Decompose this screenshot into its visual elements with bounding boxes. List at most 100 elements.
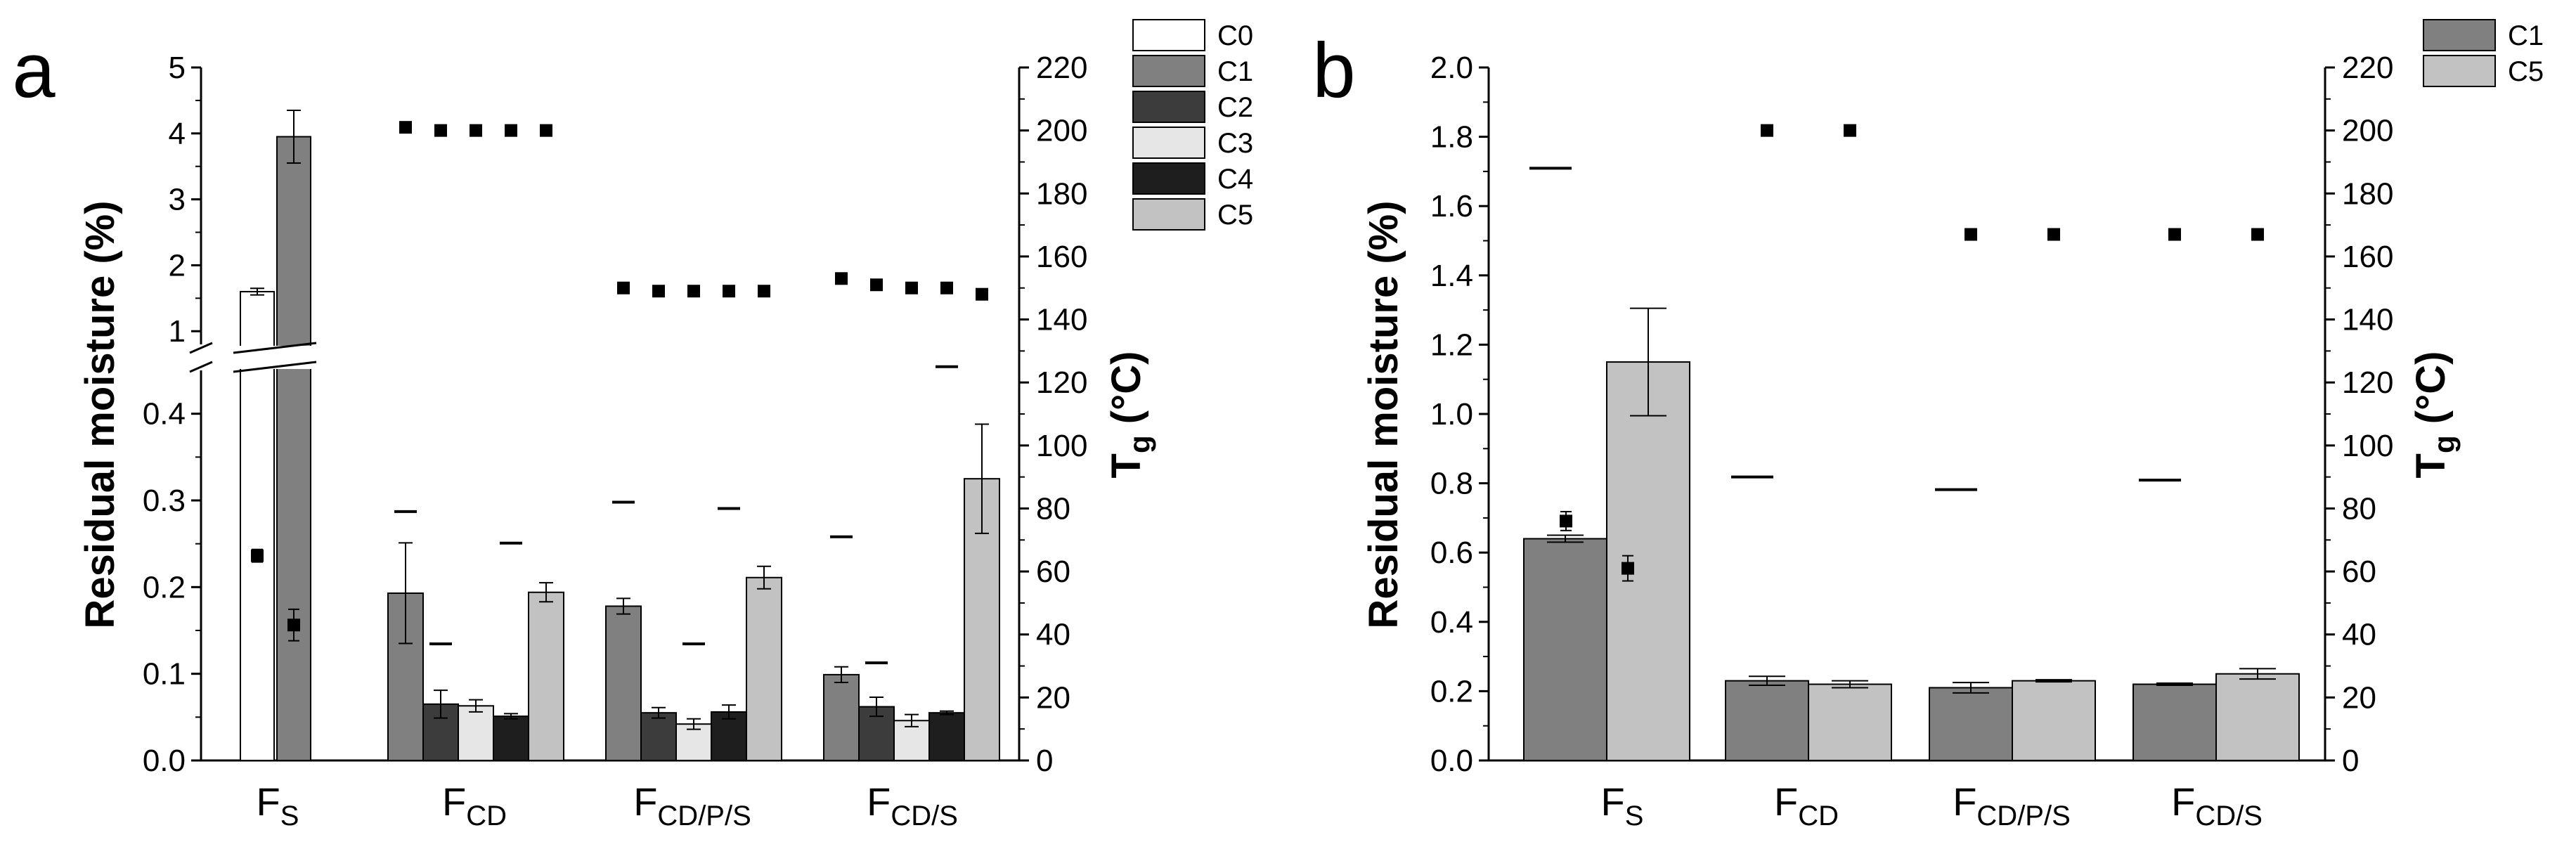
y2-tick-label: 160 [2342, 240, 2393, 274]
x-category-label: FCD [1774, 779, 1839, 831]
y2-tick-label: 140 [2342, 303, 2393, 337]
y-tick-label: 0.2 [143, 570, 186, 604]
bar-C4 [928, 712, 965, 762]
y-axis-label: Residual moisture (%) [77, 200, 123, 628]
y-tick-label: 2.0 [1430, 51, 1473, 85]
y-tick-label: 2 [169, 248, 186, 283]
y2-tick-label: 20 [1036, 680, 1070, 715]
x-category-label: FCD/P/S [1953, 779, 2071, 831]
x-category-label-main: F [2171, 779, 2195, 824]
tg-point [870, 278, 883, 292]
y2-tick-label: 220 [1036, 51, 1087, 85]
tg-point [940, 281, 953, 294]
tg-point [2251, 228, 2264, 241]
y2-tick-label: 200 [1036, 114, 1087, 148]
x-category-label-main: F [1953, 779, 1976, 824]
break-gap [232, 346, 316, 369]
bar-C5 [2012, 680, 2096, 761]
bar-break-line-bottom [233, 361, 317, 373]
tg-point [1761, 124, 1773, 137]
y-tick-label: 0.6 [1430, 536, 1473, 570]
panel-b: 0.0 0.2 0.4 0.6 0.8 1.0 1.2 1.4 1.6 1.8 2.0 0 20 40 60… [1312, 19, 2544, 831]
legend-swatch-C5 [1132, 198, 1205, 231]
y-tick-label: 1 [169, 314, 186, 349]
y2-axis-label-part: g [1123, 435, 1156, 453]
y2-tick-label: 140 [1036, 303, 1087, 337]
y-tick-label: 0.8 [1430, 467, 1473, 501]
y2-tick-label: 200 [2342, 114, 2393, 148]
x-category-label: FCD/P/S [633, 779, 751, 831]
y-tick-label: 0.0 [1430, 744, 1473, 778]
bar-C4 [711, 711, 747, 762]
y2-tick-label: 40 [1036, 618, 1070, 652]
y-tick-label: 0.2 [1430, 674, 1473, 708]
bar-C4 [493, 715, 529, 761]
bar-break-line-top [233, 342, 317, 354]
y-tick-label: 0.3 [143, 484, 186, 518]
y2-tick-label: 180 [2342, 176, 2393, 211]
tg-point [540, 124, 552, 137]
tg-point [1844, 124, 1856, 137]
panel-a: 0.0 0.1 0.2 0.3 0.4 1 2 3 4 5 0 20 40 60 80 100 120 140 16… [12, 19, 1253, 831]
bar-C5 [2215, 673, 2300, 761]
y2-tick-label: 60 [1036, 555, 1070, 589]
bar-C5 [746, 576, 782, 761]
bar-C1 [823, 673, 860, 762]
bar-C5 [1808, 683, 1892, 761]
tg-point [976, 287, 988, 301]
y2-axis-label-part: T [1103, 453, 1149, 478]
tg-point [758, 285, 770, 298]
tg-point [287, 618, 300, 632]
legend-label: C2 [1217, 92, 1253, 123]
legend-swatch-C0 [1132, 19, 1205, 51]
axis-break-mark-top [189, 342, 213, 354]
bar-C5 [528, 591, 564, 761]
y-tick-label: 1.6 [1430, 189, 1473, 224]
x-category-label-sub: S [280, 801, 299, 831]
legend-label: C0 [1217, 20, 1253, 51]
bar-C5 [1606, 361, 1690, 761]
y2-axis-label: Tg (°C) [1103, 351, 1156, 479]
tg-point [1965, 228, 1977, 241]
y2-tick-label: 60 [2342, 555, 2376, 589]
y2-tick-label: 0 [1036, 744, 1053, 778]
legend-swatch-C1 [1132, 55, 1205, 87]
tg-point [905, 281, 918, 294]
y-tick-label: 0.0 [143, 744, 186, 778]
y-tick-label: 4 [169, 117, 186, 151]
y2-tick-label: 20 [2342, 680, 2376, 715]
x-category-label-main: F [1601, 779, 1625, 824]
tg-point [399, 121, 412, 134]
x-category-label-sub: CD/P/S [657, 801, 751, 831]
axis-break-mark-bottom [189, 361, 213, 373]
y-tick-label: 1.8 [1430, 120, 1473, 155]
tg-point [434, 124, 447, 137]
tg-point [1622, 562, 1634, 575]
y-tick-label: 3 [169, 183, 186, 217]
x-category-label-sub: CD [466, 801, 507, 831]
x-category-label: FS [257, 779, 299, 831]
y2-axis-label-part: T [2408, 453, 2454, 478]
tg-point [617, 281, 630, 294]
y-tick-label: 1.4 [1430, 259, 1473, 293]
legend-swatch-C4 [1132, 162, 1205, 195]
bar-C1 [2132, 683, 2217, 761]
legend-label: C4 [1217, 164, 1253, 195]
y-tick-label: 1.0 [1430, 397, 1473, 432]
x-category-label-sub: CD/P/S [1976, 801, 2070, 831]
panel-label-a: a [12, 27, 56, 114]
y-tick-label: 5 [169, 51, 186, 85]
x-category-label: FCD/S [867, 779, 958, 831]
tg-point [652, 285, 665, 298]
bar-C1 [276, 136, 311, 761]
x-category-label-sub: S [1625, 801, 1644, 831]
tg-point [2168, 228, 2181, 241]
y-tick-label: 0.4 [143, 397, 186, 432]
x-category-label: FCD [442, 779, 507, 831]
legend-label: C3 [1217, 128, 1253, 159]
x-category-label-sub: CD/S [891, 801, 958, 831]
x-category-label: FCD/S [2171, 779, 2263, 831]
bar-C1 [1929, 687, 2013, 761]
y2-tick-label: 180 [1036, 176, 1087, 211]
